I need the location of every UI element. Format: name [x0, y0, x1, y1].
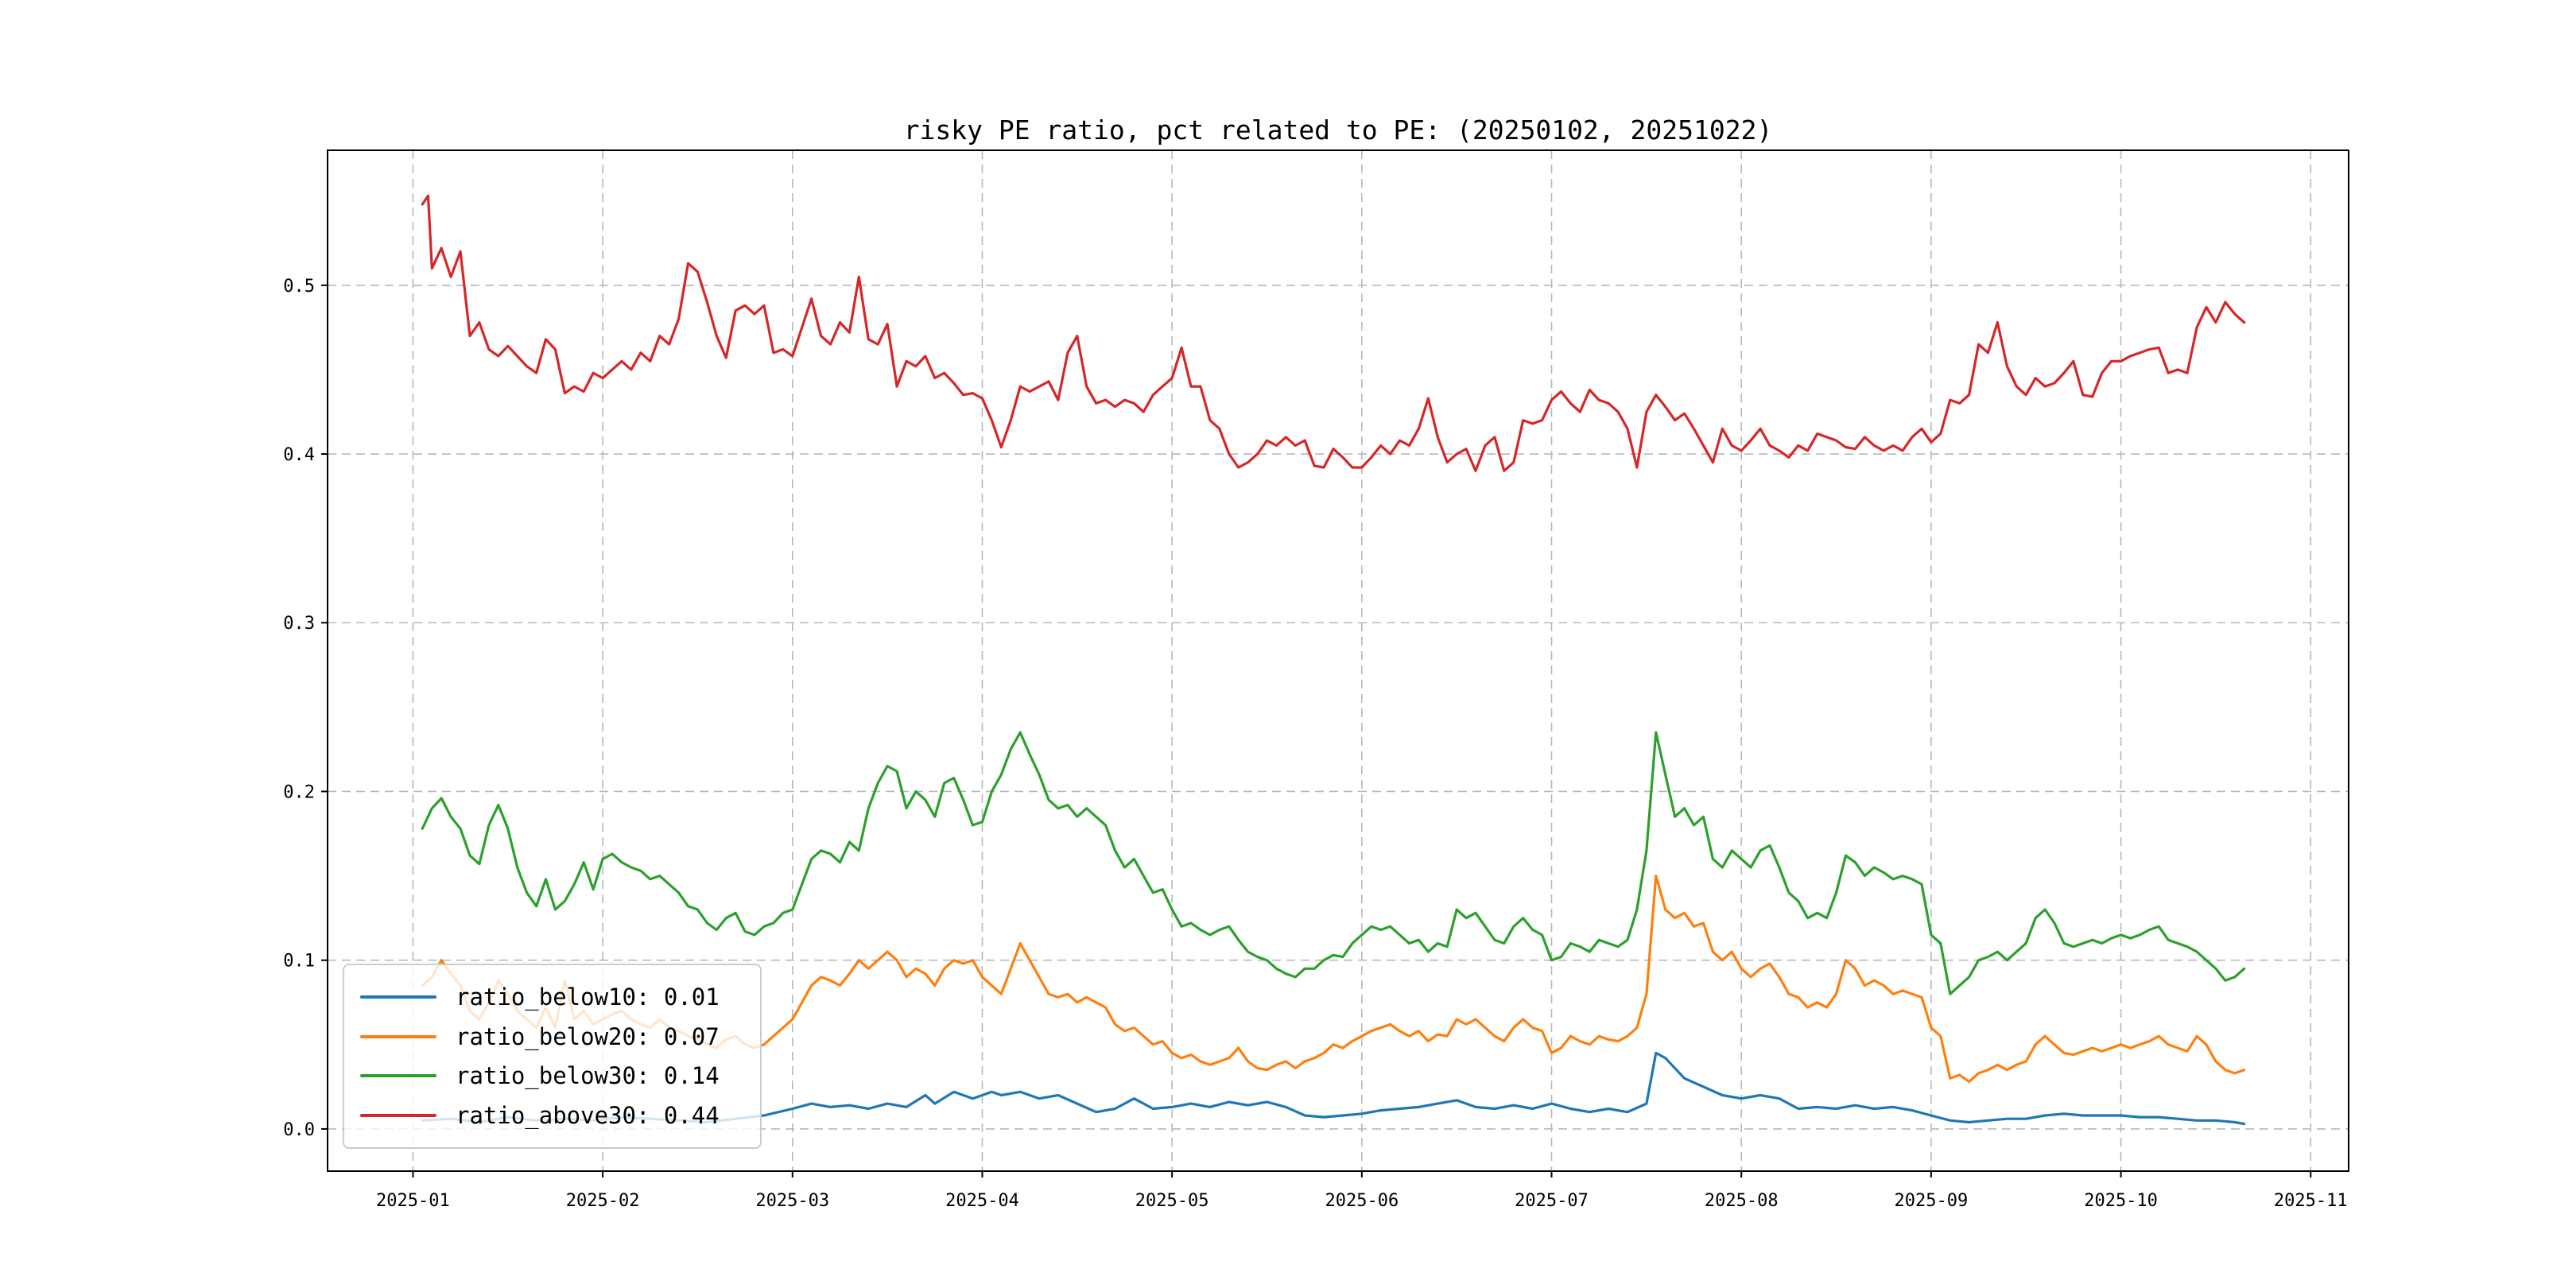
legend-label: ratio_below30: 0.14 [456, 1062, 720, 1090]
y-tick-label: 0.0 [283, 1120, 315, 1140]
x-tick-label: 2025-04 [945, 1191, 1019, 1211]
legend-line-sample-ratio-above30 [360, 1113, 436, 1117]
x-tick-label: 2025-03 [755, 1191, 829, 1211]
legend-entry: ratio_below30: 0.14 [360, 1062, 760, 1089]
legend-line-sample-ratio-below20 [360, 1034, 436, 1038]
series-line-ratio_below30 [421, 731, 2246, 995]
y-tick-label: 0.5 [283, 277, 315, 297]
series-line-ratio_above30 [421, 194, 2246, 472]
chart-title: risky PE ratio, pct related to PE: (2025… [903, 114, 1773, 145]
legend-label: ratio_below20: 0.07 [456, 1022, 720, 1050]
axes-frame [327, 149, 2349, 1172]
series-line-ratio_below10 [421, 1051, 2246, 1126]
x-tick-label: 2025-01 [376, 1191, 450, 1211]
x-tick-label: 2025-07 [1515, 1191, 1589, 1211]
x-tick-label: 2025-02 [566, 1191, 640, 1211]
y-tick-label: 0.3 [283, 614, 315, 634]
legend-label: ratio_above30: 0.44 [456, 1101, 720, 1129]
x-tick-label: 2025-06 [1325, 1191, 1399, 1211]
x-tick-label: 2025-11 [2274, 1191, 2348, 1211]
legend-line-sample-ratio-below10 [360, 995, 436, 999]
y-tick-label: 0.1 [283, 952, 315, 972]
y-tick-label: 0.4 [283, 445, 315, 465]
x-tick-label: 2025-05 [1135, 1191, 1209, 1211]
x-tick-label: 2025-10 [2084, 1191, 2158, 1211]
legend: ratio_below10: 0.01 ratio_below20: 0.07 … [343, 964, 762, 1149]
legend-entry: ratio_below10: 0.01 [360, 983, 760, 1011]
legend-entry: ratio_below20: 0.07 [360, 1023, 760, 1050]
legend-label: ratio_below10: 0.01 [456, 983, 720, 1011]
legend-entry: ratio_above30: 0.44 [360, 1102, 760, 1129]
x-tick-label: 2025-08 [1705, 1191, 1779, 1211]
y-tick-label: 0.2 [283, 782, 315, 802]
legend-line-sample-ratio-below30 [360, 1074, 436, 1078]
x-tick-label: 2025-09 [1895, 1191, 1969, 1211]
